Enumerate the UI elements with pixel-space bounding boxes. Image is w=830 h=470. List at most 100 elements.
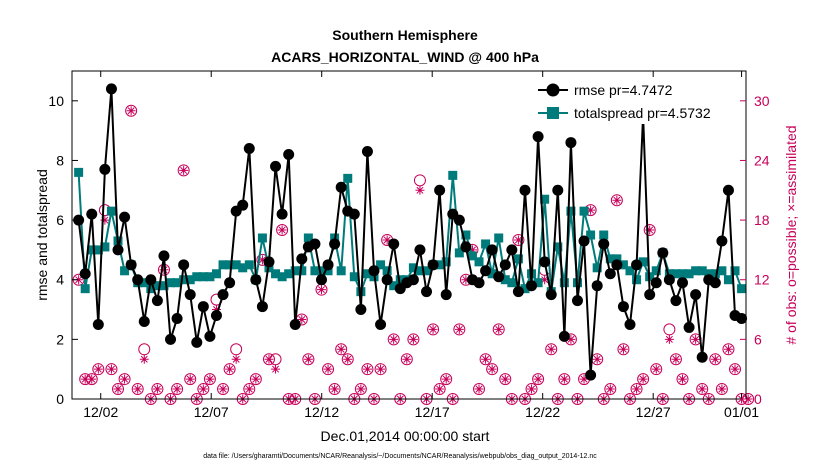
obs-assimilated-point (323, 364, 333, 374)
totalspread-point (612, 254, 622, 264)
legend-box (530, 78, 740, 124)
y-tick-label: 8 (56, 152, 64, 168)
obs-possible-point (151, 383, 164, 396)
totalspread-point (257, 233, 267, 243)
legend-rmse-marker (546, 83, 560, 97)
totalspread-point (513, 254, 523, 264)
totalspread-point (415, 266, 425, 276)
x-tick-label: 01/01 (724, 404, 759, 420)
rmse-point (151, 295, 163, 307)
totalspread-point (507, 278, 517, 288)
rmse-point (539, 256, 551, 268)
data-file-footnote: data file: /Users/gharamti/Documents/NCA… (203, 453, 597, 460)
x-tick-label: 12/12 (304, 404, 339, 420)
obs-possible-point (525, 383, 538, 396)
obs-assimilated-point (415, 185, 425, 195)
obs-possible-point (440, 373, 453, 386)
rmse-point (296, 253, 308, 265)
totalspread-point (422, 266, 432, 276)
y-tick-label: 6 (56, 212, 64, 228)
obs-assimilated-point (435, 384, 445, 394)
rmse-point (355, 304, 367, 316)
totalspread-point (697, 266, 707, 276)
totalspread-point (172, 278, 182, 288)
totalspread-point (290, 266, 300, 276)
y-axis-label: rmse and totalspread (34, 169, 50, 301)
obs-assimilated-point (467, 245, 477, 255)
obs-possible-point (650, 363, 663, 376)
rmse-point (631, 259, 643, 271)
rmse-point (558, 330, 570, 342)
totalspread-point (599, 230, 609, 240)
obs-assimilated-point (402, 354, 412, 364)
totalspread-point (316, 266, 326, 276)
totalspread-point (638, 257, 648, 267)
totalspread-point (435, 260, 445, 270)
totalspread-line (77, 172, 743, 295)
y-right-tick-label: 24 (754, 152, 770, 168)
totalspread-point (179, 275, 189, 285)
obs-assimilated-point (336, 344, 346, 354)
obs-assimilated-point (441, 374, 451, 384)
obs-possible-point (335, 343, 348, 356)
obs-assimilated-point (303, 354, 313, 364)
obs-assimilated-point (297, 314, 307, 324)
y-right-tick-label: 6 (754, 331, 762, 347)
obs-possible-point (643, 224, 656, 237)
rmse-point (460, 241, 472, 253)
rmse-point (512, 286, 524, 298)
totalspread-point (632, 275, 642, 285)
obs-assimilated-point (330, 384, 340, 394)
obs-assimilated-point (723, 344, 733, 354)
rmse-series (73, 83, 748, 381)
obs-assimilated-point (481, 354, 491, 364)
totalspread-point (691, 266, 701, 276)
rmse-point (683, 321, 695, 333)
totalspread-point (225, 260, 235, 270)
rmse-point (736, 312, 748, 324)
totalspread-point (625, 266, 635, 276)
obs-assimilated-point (211, 305, 221, 315)
totalspread-point (395, 275, 405, 285)
chart-subtitle: ACARS_HORIZONTAL_WIND @ 400 hPa (271, 49, 539, 65)
rmse-point (368, 265, 380, 277)
rmse-point (322, 259, 334, 271)
obs-assimilated-point (730, 364, 740, 374)
obs-possible-point (328, 383, 341, 396)
obs-possible-point (361, 363, 374, 376)
obs-assimilated-point (100, 215, 110, 225)
obs-possible-point (322, 363, 335, 376)
obs-possible-point (427, 323, 440, 336)
totalspread-point (520, 284, 530, 294)
rmse-point (92, 318, 104, 330)
totalspread-point (454, 248, 464, 258)
obs-possible-point (413, 174, 426, 187)
totalspread-point (93, 245, 103, 255)
rmse-point (375, 318, 387, 330)
obs-assimilated-point (651, 364, 661, 374)
rmse-point (453, 214, 465, 226)
totalspread-point (500, 275, 510, 285)
rmse-point (361, 146, 373, 158)
obs-assimilated-point (605, 384, 615, 394)
rmse-point (657, 247, 669, 259)
obs-assimilated-point (408, 334, 418, 344)
totalspread-point (146, 284, 156, 294)
totalspread-point (730, 266, 740, 276)
obs-assimilated-point (264, 354, 274, 364)
rmse-point (263, 256, 275, 268)
obs-assimilated-point (527, 384, 537, 394)
totalspread-point (704, 269, 714, 279)
rmse-point (716, 235, 728, 247)
obs-assimilated-point (257, 255, 267, 265)
obs-assimilated-point (93, 364, 103, 374)
rmse-point (591, 280, 603, 292)
obs-possible-point (118, 373, 131, 386)
obs-possible-point (617, 343, 630, 356)
totalspread-point (231, 260, 241, 270)
obs-assimilated-point (133, 384, 143, 394)
obs-possible-point (177, 164, 190, 177)
totalspread-point (717, 266, 727, 276)
rmse-point (663, 274, 675, 286)
